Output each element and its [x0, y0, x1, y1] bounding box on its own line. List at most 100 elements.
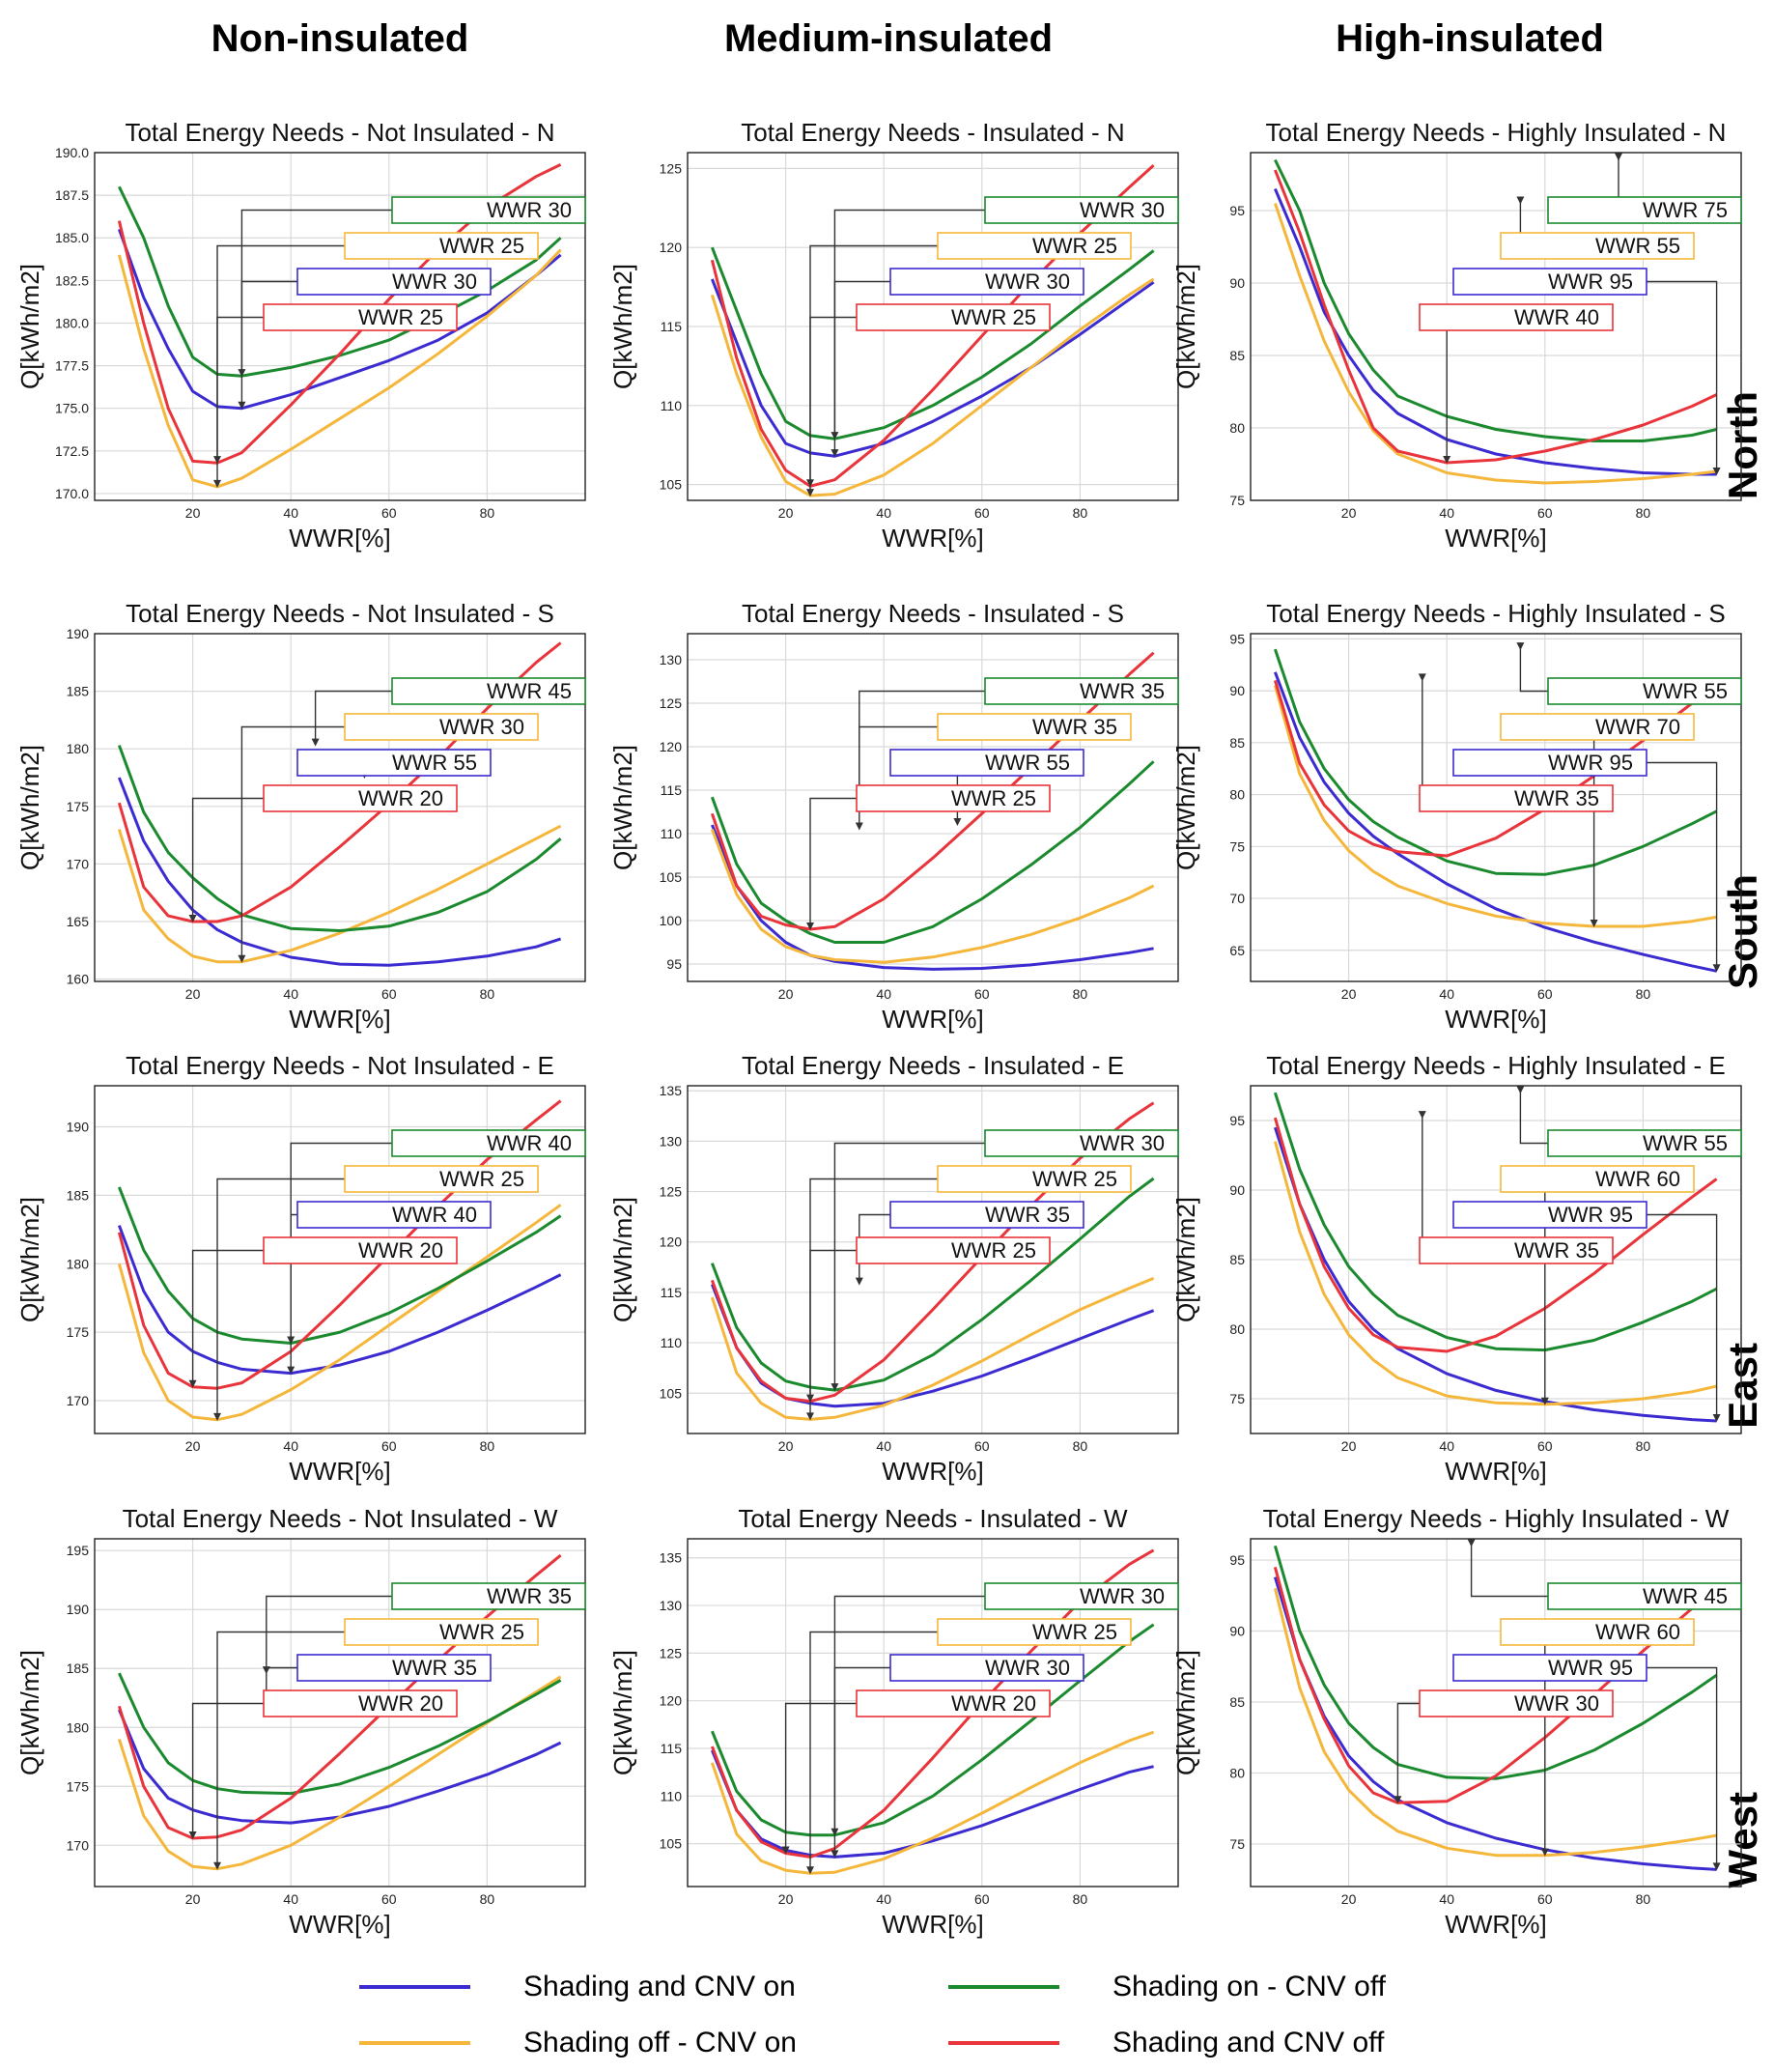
- x-tick-label: 40: [1439, 986, 1454, 1002]
- annotation-leader: [809, 797, 857, 923]
- annotation-leader: [1519, 643, 1548, 693]
- optimum-label: WWR 55: [1643, 1131, 1728, 1155]
- optimum-box: [1547, 196, 1742, 224]
- legend-swatch-shading-cnv-off: [948, 2041, 1059, 2045]
- optimum-label: WWR 60: [1595, 1620, 1680, 1644]
- x-tick-label: 60: [1537, 1438, 1553, 1454]
- series-line: [1273, 685, 1717, 928]
- y-tick-label: 90: [1229, 275, 1245, 291]
- y-tick-label: 85: [1229, 348, 1245, 363]
- y-tick-label: 182.5: [55, 272, 89, 288]
- optimum-box: [391, 196, 586, 224]
- chart-panel: 20 40 60 80 75 80 85 90 95 Total Energy Needs - H…: [1171, 118, 1742, 553]
- optimum-box: [889, 749, 1084, 777]
- optimum-label: WWR 35: [1032, 715, 1117, 739]
- x-tick-label: 20: [185, 1891, 201, 1907]
- optimum-label: WWR 30: [1514, 1691, 1599, 1716]
- chart-panel: 20 40 60 80 170 175 180 185 190 195 Total Energy N…: [15, 1504, 586, 1939]
- series-line: [1273, 203, 1717, 485]
- x-tick-label: 40: [1439, 505, 1454, 521]
- optimum-box: [344, 232, 539, 260]
- y-tick-label: 195: [67, 1543, 90, 1558]
- series-line: [711, 1749, 1154, 1859]
- y-tick-label: 170: [67, 1393, 90, 1408]
- optimum-box: [344, 1618, 539, 1646]
- optimum-box: [1500, 1618, 1695, 1646]
- series-line: [118, 1709, 562, 1825]
- annotation-leader: [216, 1631, 345, 1863]
- annotation-leader: [314, 690, 392, 740]
- y-tick-label: 85: [1229, 1694, 1245, 1710]
- chart-title: Total Energy Needs - Highly Insulated - …: [1266, 599, 1725, 628]
- y-tick-label: 65: [1229, 943, 1245, 958]
- x-axis-label: WWR[%]: [1445, 1910, 1546, 1939]
- x-axis-label: WWR[%]: [289, 1910, 390, 1939]
- annotation-leader: [809, 1249, 857, 1396]
- x-tick-label: 60: [381, 986, 397, 1002]
- y-tick-label: 75: [1229, 1836, 1245, 1852]
- y-tick-label: 95: [1229, 631, 1245, 646]
- y-axis-label: Q[kWh/m2]: [608, 745, 637, 870]
- optimum-box: [296, 1201, 492, 1229]
- y-tick-label: 180: [67, 1256, 90, 1271]
- optimum-label: WWR 30: [985, 270, 1070, 294]
- legend-swatch-shading-on-cnv-off: [948, 1985, 1059, 1989]
- legend-label-shading-off-cnv-on: Shading off - CNV on: [523, 2027, 797, 2058]
- optimum-label: WWR 30: [1080, 1584, 1165, 1608]
- series-line: [710, 760, 1155, 944]
- chart-panel: 20 40 60 80 170.0 172.5 175.0 177.5 180.0 182.5 18…: [15, 118, 586, 553]
- chart-panel: 20 40 60 80 95 100 105 110 115 120 125 130 Total Ene…: [608, 599, 1179, 1034]
- x-tick-label: 80: [1636, 1891, 1651, 1907]
- optimum-box: [984, 677, 1179, 705]
- optimum-box: [984, 196, 1179, 224]
- x-tick-label: 80: [1636, 1438, 1651, 1454]
- series-line: [1273, 1117, 1718, 1353]
- optimum-label: WWR 20: [358, 1238, 443, 1263]
- x-tick-label: 20: [778, 1438, 794, 1454]
- optimum-box: [856, 784, 1051, 812]
- optimum-box: [1547, 677, 1742, 705]
- optimum-label: WWR 95: [1548, 1203, 1633, 1227]
- x-tick-label: 40: [876, 1891, 891, 1907]
- optimum-label: WWR 25: [1032, 1620, 1117, 1644]
- optimum-box: [1500, 232, 1695, 260]
- optimum-box: [856, 1236, 1051, 1264]
- optimum-label: WWR 55: [985, 751, 1070, 775]
- optimum-box: [1547, 1582, 1742, 1610]
- annotation-arrowhead: [238, 401, 246, 410]
- x-tick-label: 80: [1073, 986, 1088, 1002]
- y-tick-label: 190: [67, 626, 90, 641]
- x-tick-label: 40: [876, 1438, 891, 1454]
- y-axis-label: Q[kWh/m2]: [15, 745, 44, 870]
- y-tick-label: 180: [67, 1719, 90, 1735]
- y-tick-label: 110: [661, 1335, 683, 1350]
- column-header-non-insulated: Non-insulated: [211, 17, 469, 60]
- annotation-arrowhead: [1615, 153, 1622, 161]
- y-tick-label: 175: [67, 1778, 90, 1794]
- y-tick-label: 185: [67, 1187, 90, 1203]
- annotation-arrowhead: [806, 922, 814, 930]
- x-tick-label: 20: [1341, 1438, 1357, 1454]
- y-tick-label: 80: [1229, 787, 1245, 803]
- y-tick-label: 180: [67, 741, 90, 756]
- y-tick-label: 190.0: [55, 145, 89, 160]
- optimum-box: [344, 713, 539, 741]
- annotation-leader: [216, 1178, 345, 1414]
- series-line: [710, 828, 1155, 964]
- optimum-label: WWR 45: [487, 679, 572, 703]
- annotation-arrowhead: [781, 1846, 790, 1855]
- x-tick-label: 20: [778, 986, 794, 1002]
- y-axis-label: Q[kWh/m2]: [1171, 264, 1200, 389]
- plot-frame: [94, 1538, 586, 1888]
- optimum-label: WWR 45: [1643, 1584, 1728, 1608]
- optimum-label: WWR 35: [985, 1203, 1070, 1227]
- x-tick-label: 20: [1341, 1891, 1357, 1907]
- y-tick-label: 115: [661, 1285, 683, 1300]
- annotation-arrowhead: [806, 479, 814, 488]
- y-tick-label: 180.0: [55, 315, 89, 330]
- plot-frame: [1250, 1085, 1742, 1434]
- optimum-box: [391, 1582, 586, 1610]
- optimum-label: WWR 25: [439, 234, 524, 258]
- optimum-box: [1419, 784, 1614, 812]
- y-tick-label: 105: [660, 1385, 683, 1401]
